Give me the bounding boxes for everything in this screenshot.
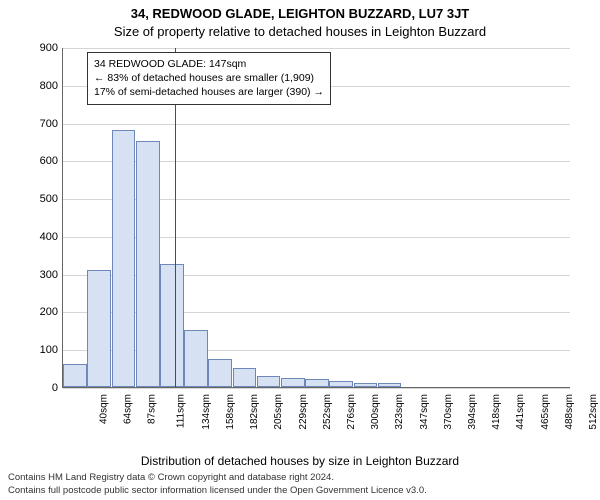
annotation-line1: 34 REDWOOD GLADE: 147sqm <box>94 57 324 71</box>
x-tick-label: 418sqm <box>491 394 502 430</box>
histogram-bar <box>305 379 329 387</box>
y-tick-label: 200 <box>36 306 58 318</box>
x-tick-label: 394sqm <box>467 394 478 430</box>
histogram-bar <box>160 264 184 387</box>
x-tick-label: 347sqm <box>419 394 430 430</box>
y-tick-label: 300 <box>36 269 58 281</box>
x-tick-label: 323sqm <box>394 394 405 430</box>
histogram-bar <box>257 376 281 387</box>
x-tick-label: 441sqm <box>515 394 526 430</box>
annotation-line3: 17% of semi-detached houses are larger (… <box>94 85 324 99</box>
x-tick-label: 158sqm <box>225 394 236 430</box>
chart-container: 34, REDWOOD GLADE, LEIGHTON BUZZARD, LU7… <box>0 0 600 500</box>
annotation-box: 34 REDWOOD GLADE: 147sqm ← 83% of detach… <box>87 52 331 105</box>
histogram-bar <box>378 383 402 387</box>
y-tick-label: 100 <box>36 344 58 356</box>
x-axis-label: Distribution of detached houses by size … <box>0 454 600 468</box>
y-tick-label: 700 <box>36 118 58 130</box>
y-tick-label: 500 <box>36 193 58 205</box>
y-tick-label: 800 <box>36 80 58 92</box>
x-tick-label: 465sqm <box>540 394 551 430</box>
histogram-bar <box>354 383 378 387</box>
x-tick-label: 229sqm <box>298 394 309 430</box>
x-tick-label: 488sqm <box>564 394 575 430</box>
histogram-bar <box>87 270 111 387</box>
histogram-bar <box>233 368 257 387</box>
chart-title-address: 34, REDWOOD GLADE, LEIGHTON BUZZARD, LU7… <box>0 6 600 21</box>
x-tick-label: 87sqm <box>147 394 158 424</box>
x-tick-label: 64sqm <box>123 394 134 424</box>
footer-line2: Contains full postcode public sector inf… <box>8 485 427 497</box>
chart-subtitle: Size of property relative to detached ho… <box>0 24 600 39</box>
y-tick-label: 0 <box>36 382 58 394</box>
gridline <box>63 124 570 125</box>
x-tick-label: 512sqm <box>588 394 599 430</box>
histogram-bar <box>184 330 208 387</box>
gridline <box>63 48 570 49</box>
x-tick-label: 276sqm <box>346 394 357 430</box>
x-tick-label: 182sqm <box>249 394 260 430</box>
x-tick-label: 252sqm <box>322 394 333 430</box>
y-tick-label: 900 <box>36 42 58 54</box>
footer-attribution: Contains HM Land Registry data © Crown c… <box>8 472 427 497</box>
histogram-bar <box>63 364 87 387</box>
x-tick-label: 134sqm <box>201 394 212 430</box>
x-tick-label: 370sqm <box>443 394 454 430</box>
footer-line1: Contains HM Land Registry data © Crown c… <box>8 472 427 484</box>
histogram-bar <box>329 381 353 387</box>
y-tick-label: 600 <box>36 155 58 167</box>
x-tick-label: 40sqm <box>99 394 110 424</box>
plot-area: 34 REDWOOD GLADE: 147sqm ← 83% of detach… <box>62 48 570 388</box>
gridline <box>63 388 570 389</box>
x-tick-label: 111sqm <box>175 394 186 428</box>
y-tick-label: 400 <box>36 231 58 243</box>
histogram-bar <box>112 130 136 387</box>
annotation-line2: ← 83% of detached houses are smaller (1,… <box>94 71 324 85</box>
histogram-bar <box>208 359 232 387</box>
x-tick-label: 300sqm <box>370 394 381 430</box>
histogram-bar <box>136 141 160 387</box>
histogram-bar <box>281 378 305 387</box>
x-tick-label: 205sqm <box>274 394 285 430</box>
